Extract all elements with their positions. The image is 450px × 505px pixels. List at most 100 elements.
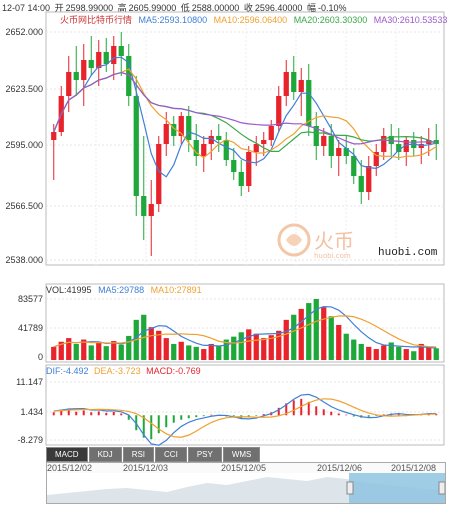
candle-body — [96, 52, 102, 68]
candle-body — [156, 144, 162, 204]
candle-body — [298, 80, 304, 92]
date-label: 2015/12/02 — [47, 463, 93, 473]
volume-bar — [148, 327, 154, 360]
ma10-value: MA10:2596.06400 — [213, 15, 288, 25]
candle-body — [208, 136, 214, 144]
ma20-value: MA20:2603.30300 — [293, 15, 368, 25]
candle-body — [268, 126, 274, 140]
vol-ma10-line — [53, 315, 437, 348]
candle-body — [201, 144, 207, 156]
candle-body — [186, 116, 192, 140]
tab-wms[interactable]: WMS — [222, 447, 261, 462]
ma-legend: 火币网比特币行情 MA5:2593.10800 MA10:2596.06400 … — [60, 13, 450, 26]
candle-body — [178, 116, 184, 136]
price-tick: 2538.000 — [5, 255, 43, 265]
volume-bar — [193, 346, 199, 360]
ma10-line — [53, 68, 437, 159]
volume-bar — [418, 343, 424, 360]
range-navigator[interactable]: 2015/12/02 2015/12/03 2015/12/05 2015/12… — [46, 462, 446, 504]
low-value: 2588.00000 — [191, 3, 240, 12]
navigator-handle-right[interactable] — [438, 481, 445, 495]
tab-kdj[interactable]: KDJ — [88, 447, 122, 462]
navigator-graph — [47, 473, 445, 503]
volume-tick: 0 — [37, 352, 43, 362]
candle-body — [403, 140, 409, 152]
ohlc-header: 12-07 14:00 开 2598.99000 高 2605.99000 低 258… — [2, 1, 450, 12]
logo-sub: huobi.com — [314, 252, 351, 260]
candle-body — [223, 140, 229, 160]
candle-body — [373, 152, 379, 166]
tab-macd[interactable]: MACD — [46, 447, 88, 462]
macd-panel-frame — [45, 364, 445, 446]
candle-body — [388, 136, 394, 144]
date-label: 2015/12/05 — [221, 463, 267, 473]
volume-bar — [156, 330, 162, 360]
date-label: 2015/12/06 — [317, 463, 363, 473]
volume-tick: 41789 — [17, 323, 43, 333]
volume-bar — [343, 333, 349, 360]
tab-cci[interactable]: CCI — [155, 447, 187, 462]
candle-body — [66, 72, 72, 96]
volume-bar — [178, 341, 184, 360]
price-tick: 2566.500 — [5, 201, 43, 211]
huobi-logo-icon: 火币 huobi.com — [277, 223, 354, 260]
open-value: 2598.99000 — [65, 3, 114, 12]
candle-body — [246, 152, 252, 186]
volume-bar — [426, 346, 432, 360]
volume-bar — [276, 330, 282, 360]
candle-body — [148, 204, 154, 216]
candle-body — [276, 96, 282, 126]
candle-body — [261, 140, 267, 144]
candle-body — [103, 52, 109, 64]
volume-bar — [373, 349, 379, 360]
volume-bar — [73, 343, 79, 360]
price-tick: 2595.000 — [5, 140, 43, 150]
volume-bar — [351, 339, 357, 360]
volume-bar — [216, 345, 222, 360]
navigator-handle-left[interactable] — [346, 481, 354, 495]
candle-body — [88, 60, 94, 68]
candle-body — [118, 46, 124, 56]
main-title: 火币网比特币行情 — [60, 15, 133, 25]
volume-bar — [171, 343, 177, 360]
candle-body — [216, 136, 222, 140]
volume-legend: VOL:41995 MA5:29788 MA10:27891 — [46, 285, 206, 295]
volume-bar — [96, 342, 102, 360]
volume-bar — [358, 343, 364, 360]
candle-body — [73, 72, 79, 80]
candle-body — [283, 72, 289, 96]
volume-bar — [328, 316, 334, 360]
high-value: 2605.99000 — [128, 3, 177, 12]
navigator-selection[interactable] — [349, 473, 445, 503]
date-label: 2015/12/08 — [391, 463, 437, 473]
candle-body — [351, 156, 357, 176]
candle-body — [366, 166, 372, 192]
candle-body — [238, 172, 244, 186]
tab-psy[interactable]: PSY — [187, 447, 222, 462]
candle-body — [51, 132, 57, 140]
candle-body — [231, 160, 237, 172]
price-tick: 2652.000 — [5, 27, 43, 37]
candle-body — [81, 60, 87, 80]
volume-bar — [201, 349, 207, 360]
volume-bar — [283, 319, 289, 360]
logo-text: 火币 — [314, 229, 354, 253]
volume-bar — [103, 346, 109, 360]
volume-bar — [306, 303, 312, 360]
candle-body — [321, 136, 327, 146]
candle-body — [126, 56, 132, 96]
volume-bar — [433, 348, 439, 360]
ma5-value: MA5:2593.10800 — [138, 15, 208, 25]
volume-bar — [223, 339, 229, 360]
macd-legend: DIF:-4.492 DEA:-3.723 MACD:-0.769 — [46, 366, 204, 376]
volume-bar — [366, 346, 372, 360]
ma20-line — [53, 71, 437, 152]
volume-bar — [321, 307, 327, 360]
tab-rsi[interactable]: RSI — [122, 447, 155, 462]
volume-bar — [231, 336, 237, 360]
volume-bar — [66, 338, 72, 360]
ma30-line — [53, 71, 437, 145]
volume-bar — [253, 333, 259, 360]
volume-bar — [336, 324, 342, 360]
